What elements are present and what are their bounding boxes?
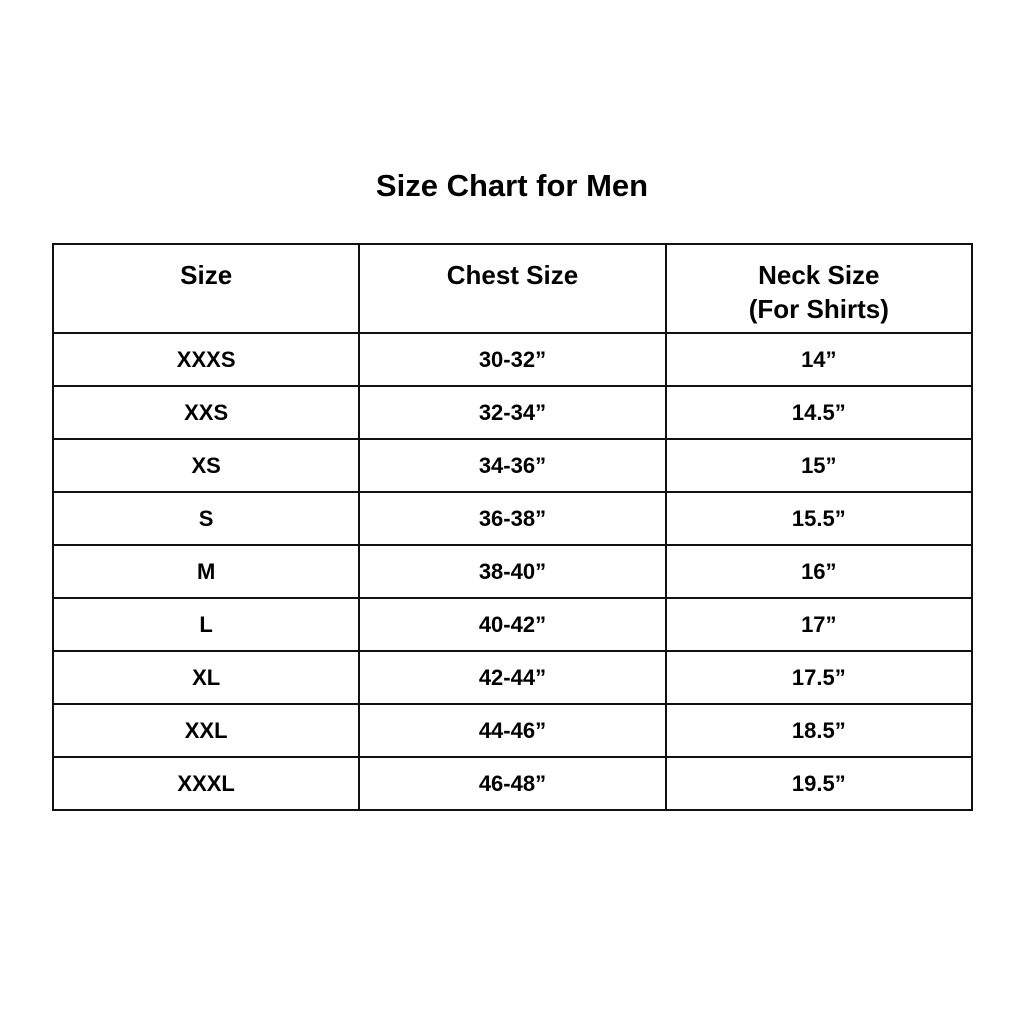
chest-size-cell: 42-44”: [358, 650, 667, 705]
chest-size-cell: 34-36”: [358, 438, 667, 493]
header-neck-size-label: Neck Size: [758, 260, 880, 290]
chest-size-cell: 38-40”: [358, 544, 667, 599]
neck-size-cell: 15.5”: [664, 491, 974, 546]
chest-size-cell: 40-42”: [358, 597, 667, 652]
neck-size-cell: 17.5”: [664, 650, 974, 705]
size-cell: L: [51, 597, 361, 652]
chest-size-cell: 46-48”: [358, 756, 667, 811]
size-cell: XXL: [51, 703, 361, 758]
neck-size-cell: 17”: [664, 597, 974, 652]
neck-size-cell: 16”: [664, 544, 974, 599]
table-row: XS 34-36” 15”: [51, 438, 974, 493]
table-header-row: Size Chest Size Neck Size (For Shirts): [51, 243, 974, 334]
size-cell: XS: [51, 438, 361, 493]
table-row: S 36-38” 15.5”: [51, 491, 974, 546]
chest-size-cell: 36-38”: [358, 491, 667, 546]
chest-size-cell: 44-46”: [358, 703, 667, 758]
chest-size-cell: 32-34”: [358, 385, 667, 440]
header-size: Size: [51, 243, 361, 334]
table-row: XXXL 46-48” 19.5”: [51, 756, 974, 811]
chest-size-cell: 30-32”: [358, 332, 667, 387]
size-cell: XXXS: [51, 332, 361, 387]
neck-size-cell: 15”: [664, 438, 974, 493]
header-neck-size: Neck Size (For Shirts): [664, 243, 974, 334]
table-row: XXL 44-46” 18.5”: [51, 703, 974, 758]
size-cell: S: [51, 491, 361, 546]
table-row: M 38-40” 16”: [51, 544, 974, 599]
size-cell: XL: [51, 650, 361, 705]
table-row: XXXS 30-32” 14”: [51, 332, 974, 387]
neck-size-cell: 14.5”: [664, 385, 974, 440]
size-cell: XXXL: [51, 756, 361, 811]
size-chart-table: Size Chest Size Neck Size (For Shirts) X…: [51, 243, 974, 811]
table-row: XL 42-44” 17.5”: [51, 650, 974, 705]
table-row: L 40-42” 17”: [51, 597, 974, 652]
size-cell: XXS: [51, 385, 361, 440]
header-neck-size-note: (For Shirts): [748, 294, 889, 324]
page-title: Size Chart for Men: [375, 168, 649, 203]
size-cell: M: [51, 544, 361, 599]
neck-size-cell: 18.5”: [664, 703, 974, 758]
neck-size-cell: 19.5”: [664, 756, 974, 811]
neck-size-cell: 14”: [664, 332, 974, 387]
header-chest-size: Chest Size: [358, 243, 667, 334]
table-row: XXS 32-34” 14.5”: [51, 385, 974, 440]
